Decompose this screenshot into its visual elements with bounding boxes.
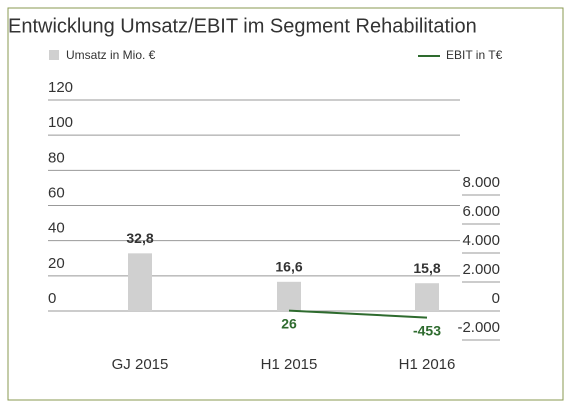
- y-tick-label: 40: [48, 220, 65, 237]
- bar: [415, 283, 439, 311]
- line-value-label: 26: [281, 315, 297, 331]
- y-tick-label: 60: [48, 184, 65, 201]
- frame: [7, 7, 564, 401]
- y-tick-label: 100: [48, 114, 73, 131]
- y-tick-label: 0: [48, 290, 56, 307]
- y-tick-label: 20: [48, 255, 65, 272]
- bar-value-label: 16,6: [275, 259, 302, 275]
- y2-tick-label: 8.000: [462, 174, 500, 191]
- x-tick-label: GJ 2015: [112, 356, 169, 373]
- y2-tick-label: -2.000: [457, 319, 500, 336]
- legend-label: EBIT in T€: [446, 48, 503, 62]
- bar-value-label: 32,8: [126, 230, 153, 246]
- chart-title: Entwicklung Umsatz/EBIT im Segment Rehab…: [8, 15, 477, 37]
- x-tick-label: H1 2015: [261, 356, 318, 373]
- line-value-label: -453: [413, 322, 441, 338]
- y2-tick-label: 0: [492, 290, 500, 307]
- bar: [277, 281, 301, 311]
- y-tick-label: 120: [48, 79, 73, 96]
- x-tick-label: H1 2016: [399, 356, 456, 373]
- ebit-line: [288, 309, 428, 319]
- bar-value-label: 15,8: [413, 260, 440, 276]
- legend-label: Umsatz in Mio. €: [66, 48, 156, 62]
- y2-tick-label: 6.000: [462, 203, 500, 220]
- legend-swatch: [49, 50, 59, 60]
- y2-tick-label: 4.000: [462, 232, 500, 249]
- y2-tick-label: 2.000: [462, 261, 500, 278]
- bar: [128, 253, 152, 311]
- y-tick-label: 80: [48, 149, 65, 166]
